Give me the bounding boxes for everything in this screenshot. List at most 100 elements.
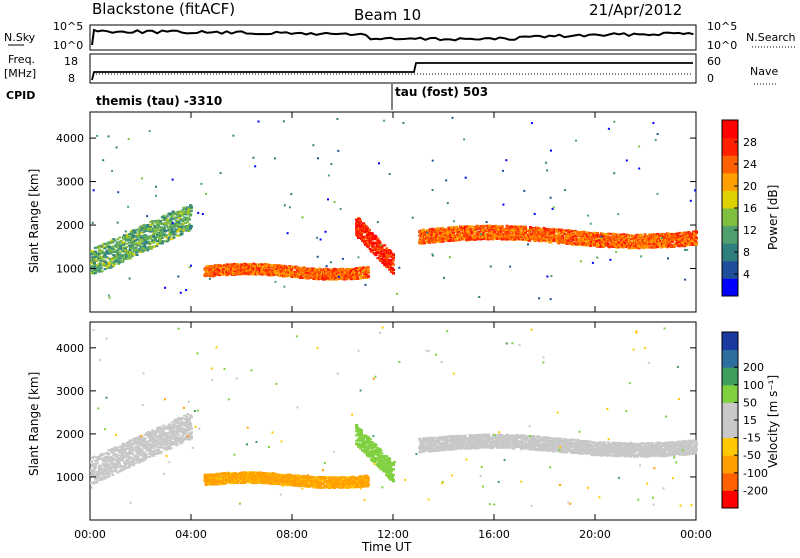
- scatter-cell: [104, 268, 107, 270]
- scatter-cell: [392, 269, 395, 271]
- scatter-cell: [271, 264, 274, 266]
- scatter-cell: [113, 249, 116, 251]
- scatter-cell: [129, 249, 132, 251]
- scatter-cell: [683, 232, 686, 234]
- scatter-cell: [170, 233, 173, 235]
- scatter-cell: [180, 233, 183, 235]
- scatter-cell: [290, 269, 293, 271]
- beam-title: Beam 10: [354, 6, 421, 24]
- scatter-cell: [188, 218, 191, 220]
- scatter-cell: [190, 210, 193, 212]
- scatter-cell: [367, 266, 370, 268]
- scatter-cell: [538, 227, 541, 229]
- scatter-cell: [252, 263, 255, 265]
- scatter-cell: [378, 241, 381, 243]
- noise-left-tick-top: 10^5: [53, 20, 83, 33]
- scatter-cell: [653, 247, 656, 249]
- scatter-cell: [375, 236, 378, 238]
- scatter-cell: [496, 225, 499, 227]
- scatter-cell: [385, 247, 388, 249]
- scatter-cell: [116, 238, 119, 240]
- scatter-cell: [101, 270, 104, 272]
- scatter-cell: [486, 233, 489, 235]
- scatter-cell: [169, 213, 172, 215]
- scatter-cell: [118, 237, 121, 239]
- scatter-cell: [375, 254, 378, 256]
- frequency-panel: Freq. [MHz] 18 8 60 0 Nave CPID themis (…: [4, 53, 778, 110]
- scatter-cell: [142, 224, 145, 226]
- scatter-cell: [358, 224, 361, 226]
- scatter-cell: [128, 235, 131, 237]
- scatter-cell: [392, 264, 395, 266]
- cpid-segment-1: themis (tau) -3310: [96, 94, 222, 108]
- scatter-cell: [476, 229, 479, 231]
- scatter-cell: [189, 215, 192, 217]
- scatter-cell: [125, 243, 128, 245]
- scatter-cell: [459, 232, 462, 234]
- scatter-cell: [108, 246, 111, 248]
- scatter-cell: [595, 240, 598, 242]
- scatter-cell: [99, 256, 102, 258]
- scatter-cell: [190, 226, 193, 228]
- noise-right-tick-bottom: 10^0: [707, 39, 737, 52]
- scatter-cell: [359, 221, 362, 223]
- scatter-cell: [471, 225, 474, 227]
- scatter-cell: [501, 225, 504, 227]
- scatter-cell: [524, 226, 527, 228]
- scatter-cell: [392, 257, 395, 259]
- scatter-cell: [161, 237, 164, 239]
- scatter-cell: [595, 238, 598, 240]
- scatter-cell: [163, 227, 166, 229]
- scatter-cell: [113, 240, 116, 242]
- scatter-cell: [392, 273, 395, 275]
- noise-right-tick-top: 10^5: [707, 20, 737, 33]
- scatter-cell: [101, 260, 104, 262]
- noise-panel: N.Sky 10^5 10^0 10^5 10^0 N.Search: [4, 20, 796, 52]
- freq-tick-bottom: 8: [68, 72, 75, 85]
- freq-tick-top: 18: [64, 55, 78, 68]
- nave-tick-bottom: 0: [707, 72, 714, 85]
- scatter-cell: [383, 244, 386, 246]
- scatter-cell: [159, 223, 162, 225]
- scatter-cell: [607, 234, 610, 236]
- scatter-cell: [361, 232, 364, 234]
- scatter-cell: [166, 216, 169, 218]
- scatter-cell: [377, 238, 380, 240]
- scatter-cell: [303, 266, 306, 268]
- scatter-cell: [558, 235, 561, 237]
- scatter-cell: [125, 246, 128, 248]
- nave-tick-top: 60: [707, 55, 721, 68]
- scatter-cell: [104, 265, 107, 267]
- noise-left-label: N.Sky: [4, 31, 36, 44]
- scatter-cell: [109, 253, 112, 255]
- scatter-cell: [513, 238, 516, 240]
- cpid-segment-2: tau (fost) 503: [395, 85, 488, 99]
- scatter-cell: [134, 231, 137, 233]
- scatter-cell: [671, 241, 674, 243]
- scatter-cell: [161, 242, 164, 244]
- scatter-cell: [656, 246, 659, 248]
- scatter-cell: [468, 225, 471, 227]
- scatter-cell: [126, 250, 129, 252]
- scatter-cell: [392, 254, 395, 256]
- scatter-cell: [98, 249, 101, 251]
- scatter-cell: [173, 237, 176, 239]
- scatter-cell: [155, 245, 158, 247]
- scatter-cell: [163, 215, 166, 217]
- scatter-cell: [585, 231, 588, 233]
- freq-line: [92, 63, 693, 80]
- scatter-cell: [644, 233, 647, 235]
- scatter-cell: [159, 220, 162, 222]
- scatter-cell: [159, 239, 162, 241]
- scatter-cell: [142, 247, 145, 249]
- nave-label: Nave: [750, 65, 778, 78]
- scatter-cell: [371, 251, 374, 253]
- scatter-cell: [482, 227, 485, 229]
- scatter-cell: [571, 230, 574, 232]
- scatter-cell: [368, 230, 371, 232]
- noise-sky-line: [92, 30, 694, 45]
- noise-right-label: N.Search: [746, 31, 796, 44]
- scatter-cell: [135, 242, 138, 244]
- scatter-cell: [455, 226, 458, 228]
